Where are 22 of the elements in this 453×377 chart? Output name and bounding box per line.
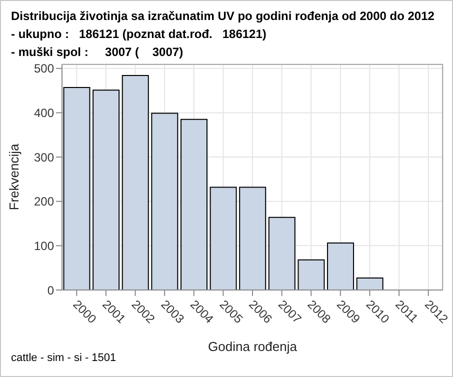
bar (63, 86, 90, 290)
x-axis-title: Godina rođenja (208, 339, 298, 354)
bar (239, 186, 266, 290)
bar (298, 259, 325, 290)
bar (122, 75, 149, 290)
chart-subtitle: - ukupno : 186121 (poznat dat.rođ. 186121) - muški spol : 3007 ( 3007) (11, 26, 268, 61)
y-tick-label: 400 (34, 106, 54, 120)
bar (268, 216, 296, 290)
y-tick-label: 300 (34, 150, 54, 164)
bar (210, 186, 237, 290)
bar (356, 278, 384, 290)
bar (180, 118, 208, 290)
y-tick-label: 500 (34, 62, 54, 76)
bar (151, 112, 178, 290)
text: cattle - sim - si - 1501 (11, 352, 116, 364)
bar (327, 242, 354, 290)
y-tick-label: 0 (47, 283, 54, 298)
y-tick-label: 200 (34, 194, 54, 209)
y-tick-label: 100 (34, 238, 54, 253)
chart-title: Distribucija životinja sa izračunatim UV po godini rođenja od 2000 do 2012 (11, 8, 434, 25)
y-axis-title: Frekvencija (6, 143, 22, 210)
bar (92, 90, 120, 290)
